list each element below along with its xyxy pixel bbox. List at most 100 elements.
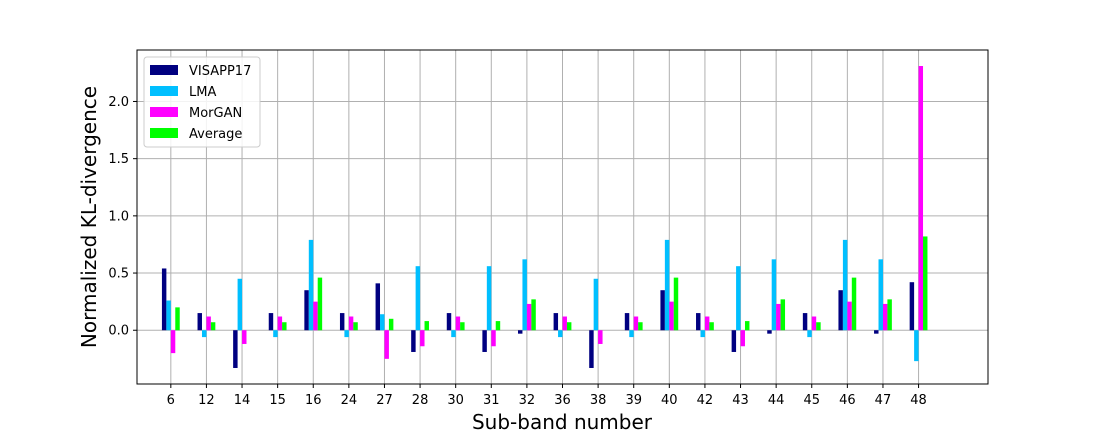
bar-lma-39: [629, 330, 634, 338]
bar-visapp17-16: [304, 290, 309, 331]
legend-box: [143, 56, 261, 148]
bar-visapp17-47: [874, 330, 879, 334]
bar-lma-47: [878, 259, 883, 331]
bar-morgan-32: [526, 303, 532, 331]
bar-visapp17-27: [375, 283, 381, 331]
bar-average-31: [495, 321, 501, 331]
bar-morgan-15: [277, 316, 283, 331]
bar-lma-15: [273, 330, 278, 338]
bar-lma-24: [344, 330, 349, 338]
bar-lma-44: [771, 259, 777, 331]
bar-lma-45: [807, 330, 812, 338]
x-tick-label: 46: [839, 393, 856, 408]
bar-average-12: [210, 322, 216, 331]
bar-average-44: [780, 299, 786, 331]
x-tick-label: 32: [519, 393, 536, 408]
bar-morgan-43: [740, 330, 745, 347]
bar-visapp17-32: [517, 330, 523, 334]
bar-visapp17-40: [660, 290, 665, 331]
ticks: 6 12 14 15 16 24 27 28 30 31 32 36 38 39 40 42 43 44 45 46 4…: [108, 95, 927, 408]
bar-visapp17-43: [731, 330, 737, 352]
x-tick-label: 45: [803, 393, 820, 408]
bar-lma-28: [415, 266, 421, 331]
bar-morgan-40: [669, 301, 674, 331]
x-tick-label: 12: [198, 393, 215, 408]
x-axis-label: Sub-band number: [472, 410, 653, 432]
x-tick-label: 28: [412, 393, 429, 408]
legend-swatch: [150, 65, 178, 75]
x-tick-label: 44: [768, 393, 785, 408]
bar-average-28: [424, 321, 429, 331]
bar-visapp17-42: [696, 313, 701, 331]
bar-morgan-47: [882, 303, 888, 331]
bar-average-36: [566, 322, 572, 331]
bar-average-6: [175, 307, 180, 331]
bar-morgan-44: [776, 303, 781, 331]
bar-average-24: [353, 322, 358, 331]
bar-morgan-12: [206, 316, 211, 331]
x-tick-label: 47: [875, 393, 892, 408]
bar-lma-12: [201, 330, 207, 338]
x-tick-label: 15: [269, 393, 286, 408]
bar-visapp17-39: [624, 313, 630, 331]
legend-swatch: [150, 128, 178, 138]
bar-morgan-45: [811, 316, 817, 331]
bar-lma-38: [593, 278, 599, 331]
bar-morgan-48: [918, 66, 924, 331]
bar-visapp17-28: [411, 330, 416, 352]
bar-average-46: [851, 277, 857, 331]
bar-visapp17-30: [446, 313, 452, 331]
bar-average-42: [709, 322, 714, 331]
x-tick-label: 43: [732, 393, 749, 408]
bar-visapp17-6: [161, 268, 167, 331]
bar-morgan-16: [313, 301, 318, 331]
bar-morgan-36: [562, 316, 567, 331]
bar-lma-32: [522, 259, 527, 331]
y-axis-label: Normalized KL-divergence: [77, 86, 101, 348]
x-tick-label: 14: [234, 393, 251, 408]
x-tick-label: 30: [447, 393, 464, 408]
bar-average-47: [887, 299, 892, 331]
x-tick-label: 39: [625, 393, 642, 408]
bar-visapp17-46: [838, 290, 843, 331]
bar-lma-46: [842, 239, 848, 331]
bar-average-39: [638, 322, 643, 331]
bar-morgan-27: [384, 330, 389, 359]
x-tick-label: 38: [590, 393, 607, 408]
bar-morgan-31: [491, 330, 496, 347]
legend: VISAPP17 LMA MorGAN Average: [143, 56, 261, 148]
x-tick-label: 16: [305, 393, 322, 408]
x-tick-label: 42: [697, 393, 714, 408]
bar-lma-36: [558, 330, 563, 338]
legend-label: MorGAN: [189, 106, 242, 121]
bar-lma-42: [700, 330, 705, 338]
legend-swatch: [150, 107, 178, 117]
bar-lma-43: [736, 266, 741, 331]
bar-average-27: [388, 318, 394, 331]
bar-visapp17-12: [197, 313, 202, 331]
bar-visapp17-38: [589, 330, 594, 368]
legend-label: LMA: [189, 85, 216, 100]
bar-morgan-6: [170, 330, 176, 354]
bar-lma-14: [237, 278, 243, 331]
legend-swatch: [150, 86, 178, 96]
bar-morgan-38: [598, 330, 603, 344]
bar-average-45: [816, 322, 821, 331]
bar-lma-16: [308, 239, 314, 331]
bar-visapp17-36: [553, 313, 559, 331]
bar-visapp17-31: [482, 330, 487, 352]
bar-visapp17-45: [802, 313, 808, 331]
bar-average-32: [531, 299, 536, 331]
x-tick-label: 27: [376, 393, 393, 408]
bar-visapp17-15: [268, 313, 274, 331]
y-tick-label: 2.0: [108, 95, 129, 110]
bar-average-43: [744, 321, 750, 331]
bar-lma-48: [914, 330, 919, 362]
bar-lma-31: [486, 266, 492, 331]
bar-morgan-42: [704, 316, 710, 331]
bar-morgan-14: [242, 330, 247, 344]
x-tick-label: 6: [167, 393, 175, 408]
x-tick-label: 48: [910, 393, 927, 408]
y-tick-label: 0.5: [108, 267, 129, 282]
